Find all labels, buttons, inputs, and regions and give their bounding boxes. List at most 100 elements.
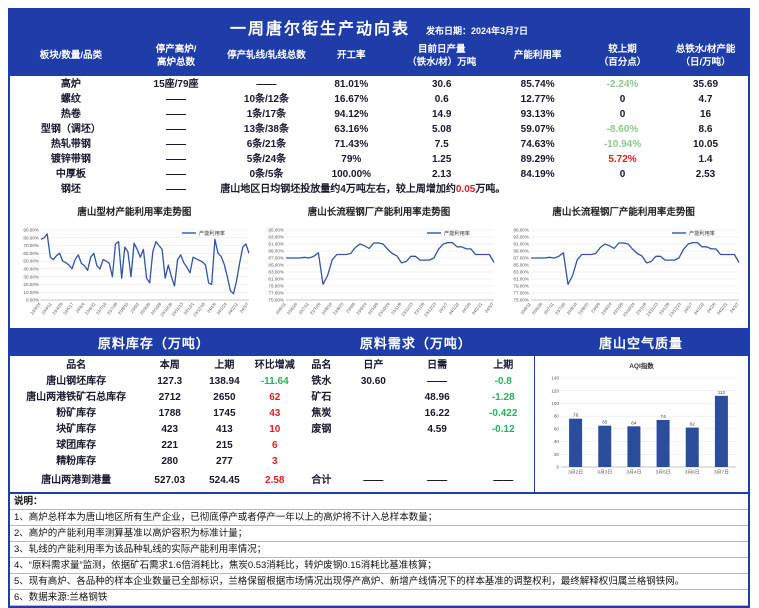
item-name: 唐山钢坯库存 [46,376,107,388]
daily-output: 30.6 [431,78,452,90]
svg-text:80: 80 [554,413,560,418]
bar-chart-svg: 0 20 40 60 80 100 120 140 76 3月2日 65 3月3日 64 3月4日 74 3月… [552,375,737,475]
svg-text:产能利用率: 产能利用率 [689,229,715,237]
svg-text:74: 74 [661,414,667,420]
this-week: 280 [161,456,179,468]
svg-text:83.00%: 83.00% [513,269,529,274]
svg-text:70.00%: 70.00% [24,243,40,248]
demand-row: 焦炭 16.22 -0.422 [298,406,534,422]
chart-profile-utilization: 唐山型材产能利用率走势图 0.00% 10.00% 20.00% 30.00% 40.0… [12,202,257,326]
svg-text:23/9/24: 23/9/24 [600,301,613,316]
change-vs-last-period: -2.24% [606,78,639,90]
svg-text:24/1/7: 24/1/7 [437,301,449,314]
change: 10 [269,424,281,436]
svg-text:23/6/4: 23/6/4 [75,301,87,314]
column-header: 目前日产量 （铁水/材）万吨 [407,44,477,68]
svg-text:64: 64 [632,420,638,426]
svg-text:24/1/7: 24/1/7 [682,301,694,314]
this-week: 221 [161,440,179,452]
last-period: -0.422 [489,408,518,420]
last-period: 138.94 [209,376,240,388]
svg-text:65: 65 [603,419,609,425]
change: 43 [269,408,281,420]
svg-text:24/2/11: 24/2/11 [227,301,240,315]
inventory-row: 精粉库存 280 277 3 [10,454,298,470]
line-chart-svg: 75.00% 77.00% 79.00% 81.00% 83.00% 85.00% 87.0… [513,227,740,317]
operating-rate: 100.00% [331,168,372,180]
svg-text:23/8/25: 23/8/25 [577,301,590,316]
svg-text:24/3/7: 24/3/7 [484,301,496,314]
item-name: 废钢 [311,424,332,436]
svg-text:93.00%: 93.00% [513,234,529,239]
svg-text:24/1/22: 24/1/22 [692,301,705,316]
this-week: 127.3 [157,376,183,388]
svg-text:23/9/9: 23/9/9 [345,301,357,314]
total-capacity: 2.53 [695,168,716,180]
svg-text:23/9/2: 23/9/2 [130,301,142,314]
stopped-furnaces: —— [166,183,187,195]
svg-text:23/11/23: 23/11/23 [645,301,659,317]
item-name: 矿石 [311,392,332,404]
change-vs-last-period: -10.94% [603,138,642,150]
aqi-chart-subtitle: AQI指数 [629,362,654,370]
notes-label: 说明： [10,494,748,510]
daily-output: 5.08 [431,123,452,135]
svg-text:95.00%: 95.00% [268,227,284,232]
column-header: 较上期 （百分点） [598,44,647,68]
item-name: 合计 [311,475,332,487]
change-vs-last-period: 0 [619,168,626,180]
page-title: 一周唐尔街生产动向表 [229,21,410,38]
svg-text:23/8/10: 23/8/10 [565,301,578,316]
notes-section: 说明： 1、高炉总样本为唐山地区所有生产企业，已彻底停产或者停产一年以上的高炉将… [10,491,748,606]
svg-text:3月2日: 3月2日 [569,469,584,475]
main-table-row: 中厚板 —— 0条/5条 100.00% 2.13 84.19% 0 2.53 [10,167,748,182]
inventory-row: 球团库存 221 215 6 [10,438,298,454]
operating-rate: 94.12% [334,108,369,120]
column-header: 停产轧线/轧线总数 [227,50,306,62]
bottom-section: 原料库存（万吨） 原料需求（万吨） 唐山空气质量 品名 本周 上期 环比增减 唐山钢坯库… [10,327,748,492]
capacity-utilization: 93.13% [520,108,555,120]
svg-text:产能利用率: 产能利用率 [199,229,225,237]
stopped-lines: 0条/5条 [249,168,284,180]
demand-row: 矿石 48.96 -1.28 [298,390,534,406]
column-header: 产能利用率 [513,50,562,62]
daily-output: 2.13 [431,168,452,180]
demand-table: 品名 日产 日需 上期 铁水 30.60 —— -0.8 矿石 48.96 -1.28 焦炭 16.22… [298,356,534,492]
main-table-body: 高炉 15座/79座 —— 81.01% 30.6 85.74% -2.24% 35.69 螺纹… [10,75,748,199]
change: -11.64 [260,376,289,388]
last-period: 215 [216,440,233,452]
capacity-utilization: 74.63% [520,138,555,150]
main-table-row: 热卷 —— 1条/17条 94.12% 14.9 93.13% 0 16 [10,107,748,122]
svg-text:0: 0 [557,464,560,469]
demand-column-header: 日需 [427,360,448,372]
notes-list: 1、高炉总样本为唐山地区所有生产企业，已彻底停产或者停产一年以上的高炉将不计入总… [10,510,748,606]
bottom-section-body: 品名 本周 上期 环比增减 唐山钢坯库存 127.3 138.94 -11.64 唐山两港铁矿石… [10,355,748,492]
svg-text:23/11/13: 23/11/13 [171,301,185,317]
inventory-table: 品名 本周 上期 环比增减 唐山钢坯库存 127.3 138.94 -11.64 唐山两港铁矿石… [10,356,298,492]
svg-text:23/8/15: 23/8/15 [117,301,130,316]
svg-text:23/12/19: 23/12/19 [192,301,206,317]
total-capacity: 16 [699,108,712,120]
daily-demand: —— [427,475,448,487]
main-table-header-row: 板块/数量/品类 停产高炉/高炉总数 停产轧线/轧线总数 开工率 目前日产量 （铁水/材）… [10,40,748,76]
daily-demand: 4.59 [427,424,447,436]
demand-column-header: 上期 [493,360,514,372]
title-row: 一周唐尔街生产动向表 发布日期：2024年3月7日 [10,10,748,40]
svg-text:89.00%: 89.00% [513,248,529,253]
operating-rate: 63.16% [334,123,369,135]
stopped-furnaces: —— [166,168,187,180]
svg-text:产能利用率: 产能利用率 [444,229,470,237]
this-week: 1788 [158,408,181,420]
stopped-lines: 6条/21条 [246,138,287,150]
svg-text:24/2/6: 24/2/6 [705,301,717,314]
svg-text:77.00%: 77.00% [268,290,284,295]
daily-demand: —— [427,376,448,388]
svg-text:140: 140 [552,375,560,380]
demand-row: 废钢 4.59 -0.12 [298,422,534,438]
svg-text:23/12/23: 23/12/23 [668,301,682,317]
report-header: 一周唐尔街生产动向表 发布日期：2024年3月7日 板块/数量/品类 停产高炉/高… [10,10,748,76]
svg-text:23/5/17: 23/5/17 [62,301,75,316]
chart-long-process-utilization-2: 唐山长流程钢厂产能利用率走势图 75.00% 77.00% 79.00% 81.00%… [501,202,746,326]
item-name: 铁水 [311,376,332,388]
last-period: —— [493,475,514,487]
